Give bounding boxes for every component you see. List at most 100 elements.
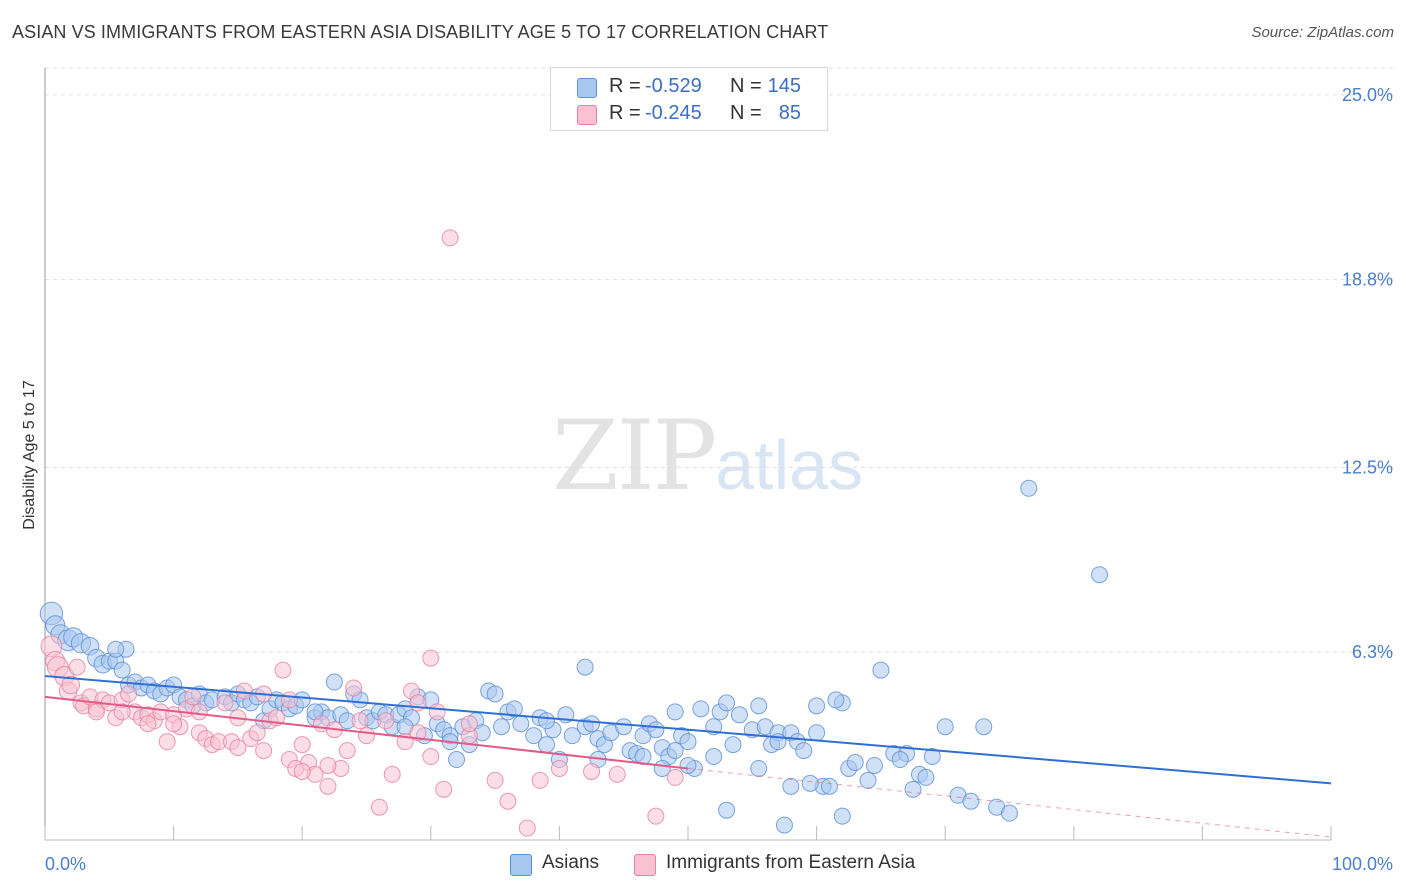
- data-point-immigrants: [422, 748, 440, 766]
- data-point-asians: [975, 718, 993, 736]
- data-point-asians: [666, 703, 684, 721]
- data-point-immigrants: [345, 679, 363, 697]
- data-point-immigrants: [87, 703, 105, 721]
- data-point-asians: [563, 727, 581, 745]
- data-point-immigrants: [120, 685, 138, 703]
- data-point-immigrants: [235, 682, 253, 700]
- data-point-asians: [891, 751, 909, 769]
- data-point-asians: [872, 661, 890, 679]
- legend-r-label: R =: [609, 102, 641, 124]
- data-point-asians: [512, 715, 530, 733]
- watermark-zip: ZIP: [552, 400, 717, 512]
- data-point-asians: [936, 718, 954, 736]
- legend-r-value: -0.529: [645, 75, 702, 97]
- data-point-asians: [962, 792, 980, 810]
- data-point-asians: [775, 816, 793, 834]
- gridlines: [45, 67, 1393, 653]
- data-point-immigrants: [383, 765, 401, 783]
- data-point-asians: [750, 759, 768, 777]
- data-point-immigrants: [351, 712, 369, 730]
- data-point-immigrants: [338, 742, 356, 760]
- data-point-asians: [679, 756, 697, 774]
- data-point-immigrants: [550, 759, 568, 777]
- data-point-immigrants: [319, 756, 337, 774]
- data-point-asians: [538, 712, 556, 730]
- data-point-asians: [1091, 566, 1109, 584]
- data-point-asians: [583, 715, 601, 733]
- data-point-asians: [904, 780, 922, 798]
- data-point-asians: [107, 640, 125, 658]
- data-point-immigrants: [370, 798, 388, 816]
- y-tick-label: 6.3%: [1352, 642, 1393, 662]
- data-point-immigrants: [319, 777, 337, 795]
- data-point-immigrants: [608, 765, 626, 783]
- y-axis-label: Disability Age 5 to 17: [21, 380, 38, 530]
- data-point-asians: [692, 700, 710, 718]
- data-point-asians: [923, 748, 941, 766]
- data-point-asians: [576, 658, 594, 676]
- data-point-asians: [1001, 804, 1018, 822]
- data-point-asians: [634, 748, 652, 766]
- data-point-asians: [808, 697, 826, 715]
- data-point-immigrants: [422, 649, 440, 667]
- legend-swatch-asians: [577, 78, 597, 98]
- legend-n-value: 85: [778, 102, 801, 124]
- legend-swatch-immigrants: [577, 105, 597, 125]
- data-point-asians: [917, 768, 935, 786]
- legend-n-label: N =: [730, 102, 762, 124]
- data-point-asians: [538, 736, 556, 754]
- correlation-legend: R = -0.529 N = 145 R = -0.245 N = 85: [550, 67, 828, 131]
- data-point-immigrants: [113, 703, 131, 721]
- data-point-asians: [865, 756, 883, 774]
- x-tick-label-max: 100.0%: [1332, 854, 1393, 874]
- data-point-immigrants: [248, 724, 266, 742]
- data-point-asians: [846, 754, 864, 772]
- y-tick-labels: 6.3% 12.5% 18.8% 25.0%: [1342, 85, 1393, 662]
- data-point-asians: [493, 718, 511, 736]
- chart-title: ASIAN VS IMMIGRANTS FROM EASTERN ASIA DI…: [12, 22, 829, 42]
- series-immigrants: [40, 229, 684, 837]
- data-point-asians: [718, 694, 736, 712]
- data-point-immigrants: [274, 661, 292, 679]
- data-point-asians: [718, 801, 736, 819]
- data-point-immigrants: [531, 771, 549, 789]
- data-point-immigrants: [184, 688, 202, 706]
- data-point-asians: [666, 742, 684, 760]
- series-asians: [39, 479, 1109, 834]
- data-point-immigrants: [499, 792, 517, 810]
- data-point-immigrants: [435, 780, 453, 798]
- data-point-immigrants: [158, 733, 176, 751]
- legend-r-value: -0.245: [645, 102, 702, 124]
- trend-line-immigrants: [44, 695, 689, 770]
- y-tick-label: 18.8%: [1342, 270, 1393, 290]
- data-point-immigrants: [583, 762, 601, 780]
- y-tick-label: 25.0%: [1342, 85, 1393, 105]
- data-point-asians: [801, 774, 819, 792]
- data-point-asians: [859, 771, 877, 789]
- data-point-asians: [795, 742, 813, 760]
- data-point-asians: [820, 777, 838, 795]
- zipatlas-watermark: ZIPatlas: [552, 400, 863, 512]
- data-point-immigrants: [165, 715, 183, 733]
- data-point-immigrants: [190, 703, 208, 721]
- data-point-asians: [750, 697, 768, 715]
- data-point-immigrants: [377, 712, 395, 730]
- legend-r-label: R =: [609, 75, 641, 97]
- data-point-asians: [448, 751, 466, 769]
- data-point-asians: [525, 727, 543, 745]
- legend-row-asians: R = -0.529 N = 145: [551, 74, 827, 100]
- data-point-immigrants: [139, 715, 157, 733]
- trend-line-asians: [44, 675, 1332, 785]
- data-point-asians: [1020, 479, 1038, 497]
- data-point-immigrants: [293, 762, 311, 780]
- legend-n-value: 145: [767, 75, 801, 97]
- data-point-immigrants: [293, 736, 311, 754]
- bottom-legend-label-asians: Asians: [542, 852, 600, 873]
- data-point-immigrants: [441, 229, 459, 247]
- data-point-asians: [730, 706, 748, 724]
- data-point-asians: [615, 718, 633, 736]
- bottom-legend-swatch-immigrants: [634, 854, 656, 876]
- data-point-asians: [808, 724, 826, 742]
- data-point-asians: [782, 777, 800, 795]
